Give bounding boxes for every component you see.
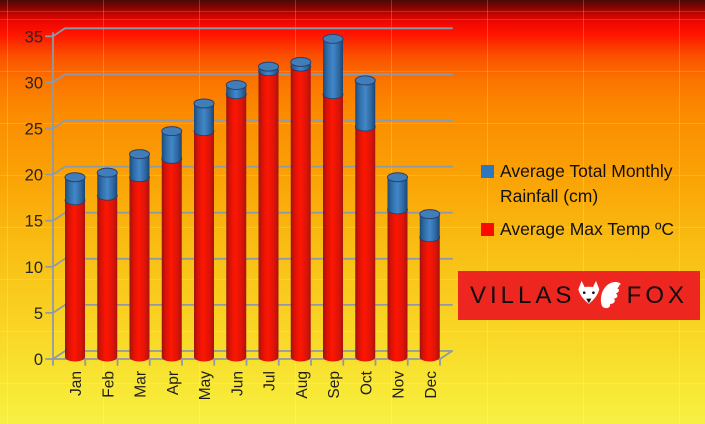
y-axis-label: 25 bbox=[25, 121, 43, 139]
bar-nov bbox=[387, 172, 408, 362]
temp-segment bbox=[226, 94, 247, 357]
month-label: Mar bbox=[133, 371, 150, 398]
rainfall-legend-label: Average Total Monthly Rainfall (cm) bbox=[500, 161, 673, 206]
month-label: Nov bbox=[391, 371, 408, 399]
temp-legend-label: Average Max Temp ºC bbox=[500, 219, 675, 239]
cylinder-cap bbox=[387, 172, 408, 183]
month-label: Oct bbox=[358, 370, 375, 395]
depth-connector bbox=[52, 27, 66, 38]
y-axis-label: 5 bbox=[34, 305, 43, 323]
cylinder-cap bbox=[129, 149, 150, 160]
chart-legend: Average Total Monthly Rainfall (cm) Aver… bbox=[481, 159, 705, 250]
logo-fox-text: FOX bbox=[626, 281, 688, 309]
month-label: Apr bbox=[165, 371, 182, 395]
temp-segment bbox=[97, 195, 118, 357]
cylinder-cap bbox=[290, 56, 312, 67]
temp-segment bbox=[194, 131, 214, 357]
y-axis-label: 20 bbox=[25, 167, 43, 185]
depth-connector bbox=[52, 257, 66, 268]
month-label: Sep bbox=[326, 371, 343, 399]
month-label: Jan bbox=[68, 371, 85, 396]
bar-oct bbox=[354, 75, 376, 362]
cylinder-cap bbox=[258, 61, 279, 72]
y-axis-label: 35 bbox=[25, 28, 43, 46]
depth-connector bbox=[52, 73, 66, 84]
bar-mar bbox=[129, 149, 150, 362]
rainfall-segment bbox=[97, 172, 118, 196]
month-label: May bbox=[197, 371, 214, 401]
temp-segment bbox=[419, 237, 440, 357]
cylinder-cap bbox=[193, 98, 215, 109]
temp-segment bbox=[258, 71, 279, 358]
rainfall-segment bbox=[194, 103, 214, 132]
rainfall-legend-swatch bbox=[481, 165, 494, 178]
y-axis-label: 15 bbox=[25, 213, 43, 231]
floor-right-edge bbox=[439, 350, 453, 360]
fox-icon bbox=[578, 280, 622, 308]
temp-segment bbox=[290, 66, 311, 357]
depth-connector bbox=[52, 350, 66, 360]
month-label: Feb bbox=[100, 371, 117, 398]
chart-axis-labels: 0 5 10 15 20 25 30 35 Jan Feb Mar Apr May Jun Jul Aug Se… bbox=[25, 28, 440, 400]
temp-segment bbox=[323, 94, 343, 357]
rainfall-segment bbox=[161, 131, 182, 159]
depth-connector bbox=[52, 303, 66, 314]
y-axis-label: 0 bbox=[34, 351, 43, 369]
month-label: Aug bbox=[294, 371, 311, 399]
bar-jun bbox=[225, 80, 247, 362]
cylinder-cap bbox=[96, 167, 118, 178]
legend-item-rainfall: Average Total Monthly Rainfall (cm) bbox=[481, 159, 705, 209]
bar-may bbox=[193, 98, 215, 362]
logo-villas-text: VILLAS bbox=[470, 281, 576, 309]
temp-segment bbox=[65, 200, 85, 357]
cylinder-cap bbox=[225, 80, 247, 91]
cylinder-cap bbox=[64, 172, 86, 183]
bar-jul bbox=[258, 61, 279, 362]
depth-connector bbox=[52, 119, 66, 130]
month-label: Jun bbox=[229, 371, 246, 396]
rainfall-segment bbox=[387, 177, 408, 210]
rainfall-segment bbox=[323, 38, 343, 95]
temp-segment bbox=[355, 126, 376, 357]
cylinder-cap bbox=[322, 33, 344, 44]
y-axis-label: 10 bbox=[25, 259, 43, 277]
temp-segment bbox=[387, 209, 408, 357]
month-label: Dec bbox=[423, 371, 440, 399]
bar-apr bbox=[161, 126, 183, 362]
rainfall-segment bbox=[65, 177, 85, 201]
bar-aug bbox=[290, 56, 312, 362]
bar-feb bbox=[96, 167, 118, 362]
rainfall-segment bbox=[129, 154, 150, 178]
temp-segment bbox=[161, 158, 182, 357]
temp-legend-swatch bbox=[481, 223, 494, 236]
cylinder-cap bbox=[419, 209, 441, 220]
depth-connector bbox=[52, 165, 66, 176]
bar-dec bbox=[419, 209, 441, 362]
villas-fox-logo: VILLAS FOX bbox=[458, 271, 700, 320]
chart-bars bbox=[64, 33, 441, 362]
month-label: Jul bbox=[262, 371, 279, 391]
rainfall-segment bbox=[355, 80, 376, 127]
cylinder-cap bbox=[161, 126, 183, 137]
cylinder-cap bbox=[354, 75, 376, 86]
bar-sep bbox=[322, 33, 344, 362]
legend-item-temp: Average Max Temp ºC bbox=[481, 217, 705, 242]
depth-connector bbox=[52, 211, 66, 222]
y-axis-label: 30 bbox=[25, 74, 43, 92]
bar-jan bbox=[64, 172, 86, 362]
rainfall-segment bbox=[419, 214, 440, 238]
temp-segment bbox=[129, 177, 150, 357]
